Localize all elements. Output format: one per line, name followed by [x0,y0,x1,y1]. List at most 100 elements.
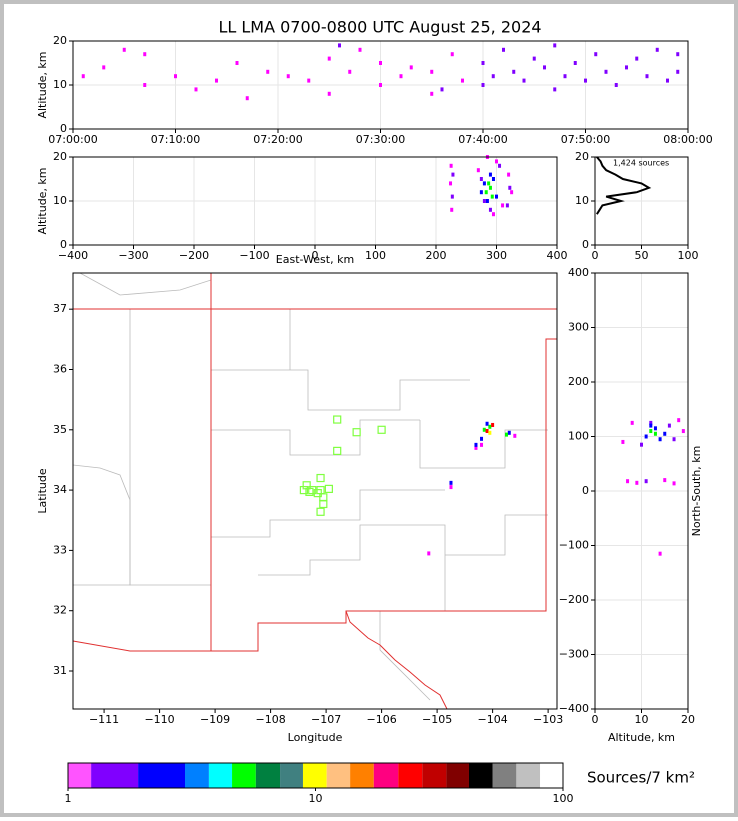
source-point [480,442,484,447]
x-tick-label: −103 [533,713,563,726]
source-point [450,52,454,57]
source-point [482,199,486,203]
source-point [487,181,491,186]
x-tick-label: 0 [592,249,599,262]
colorbar-segment [350,763,374,788]
x-tick-label: 07:00:00 [48,133,97,146]
source-point [653,431,657,436]
source-point [666,78,669,83]
source-point [488,207,492,212]
source-point [504,432,508,437]
colorbar-segment [280,763,303,788]
station [305,487,314,497]
source-point [655,47,659,52]
source-point [449,480,453,485]
source-point [399,74,403,79]
source-point [379,61,382,65]
source-point [498,163,502,168]
station [333,446,342,455]
station [352,428,361,437]
county-line [129,309,211,586]
county-line [445,514,548,556]
source-point [194,87,198,92]
y-axis-label: North-South, km [690,446,703,537]
source-point [640,442,643,447]
canvas [4,4,734,813]
source-point [635,480,639,485]
source-point [379,83,382,87]
y-tick-label: 10 [575,194,589,207]
y-axis-label: Latitude [36,468,49,514]
y-tick-label: 0 [582,238,589,251]
x-tick-label: −106 [366,713,396,726]
y-tick-label: −300 [559,648,589,661]
source-point [440,87,444,92]
colorbar-segment [91,763,139,788]
x-tick-label: −104 [478,713,508,726]
source-point [495,159,498,164]
source-point [553,43,557,48]
station [313,489,322,498]
source-point [479,190,483,195]
plot-frame [72,40,689,130]
source-point [507,172,511,177]
source-point [644,479,648,484]
map-borders [72,272,557,710]
source-point [625,65,628,70]
colorbar-segment [398,763,423,788]
source-point [451,172,455,177]
source-point [491,212,495,217]
colorbar-segment [232,763,256,788]
source-point [430,91,434,96]
state-border [345,610,448,710]
source-point [174,74,177,79]
source-point [543,65,546,70]
source-point [594,52,598,57]
source-point [584,78,587,83]
source-point [502,47,505,52]
source-point [658,551,662,556]
x-tick-label: 100 [365,249,386,262]
y-tick-label: 36 [53,362,67,375]
source-point [532,56,536,61]
x-tick-label: −108 [255,713,285,726]
source-point [482,427,486,432]
source-point [485,428,489,433]
x-tick-label: −100 [239,249,269,262]
x-tick-label: 07:20:00 [253,133,302,146]
source-point [143,52,147,57]
x-tick-label: 07:40:00 [458,133,507,146]
x-axis-label: Altitude, km [608,731,675,744]
x-axis-label: Longitude [288,731,343,744]
colorbar-segment [422,763,447,788]
source-point [449,181,453,186]
source-point [573,61,577,65]
x-tick-label: −110 [144,713,174,726]
source-point [621,439,625,444]
y-tick-label: 200 [568,375,589,388]
x-tick-label: 07:50:00 [561,133,610,146]
source-point [508,185,512,190]
source-point [553,87,557,92]
x-tick-label: 50 [635,249,649,262]
station [324,484,333,493]
source-point [449,163,453,168]
y-tick-label: 20 [575,150,589,163]
source-point [635,56,639,61]
source-point [409,65,413,70]
source-point [505,203,509,208]
y-tick-label: 0 [60,122,67,135]
station [333,415,342,424]
source-point [476,168,480,173]
colorbar-segment [468,763,493,788]
source-point [676,52,680,57]
y-tick-label: 35 [53,423,67,436]
y-tick-label: 20 [53,34,67,47]
source-point [81,74,85,79]
source-point [490,194,494,199]
source-point [481,61,485,65]
source-point [649,423,653,428]
source-point [485,199,489,203]
x-tick-label: −300 [118,249,148,262]
